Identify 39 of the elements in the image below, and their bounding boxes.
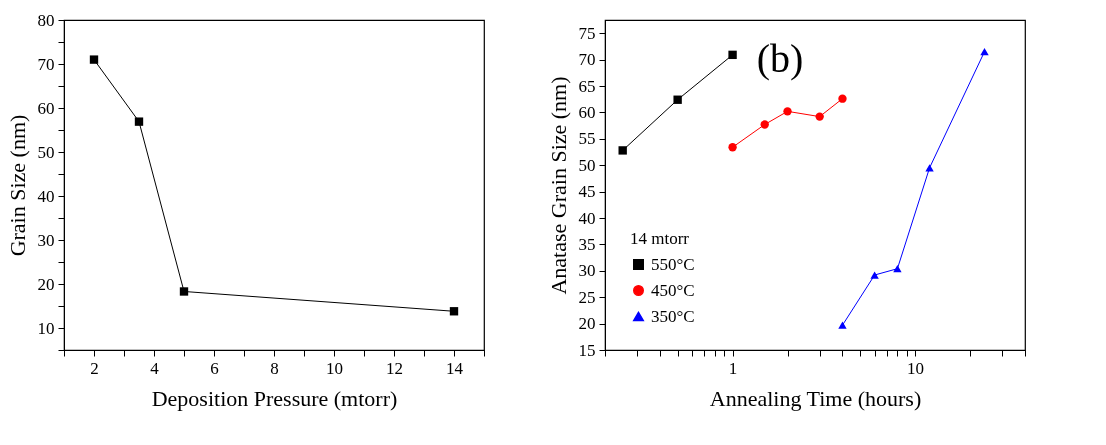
y-tick-label: 55 bbox=[578, 129, 596, 149]
annotation: (b) bbox=[756, 36, 804, 81]
y-tick-label: 60 bbox=[37, 98, 55, 118]
x-tick-label: 6 bbox=[210, 358, 219, 378]
y-tick-label: 65 bbox=[578, 76, 596, 96]
legend-label: 350°C bbox=[651, 306, 695, 326]
y-tick-label: 20 bbox=[578, 314, 596, 334]
y-tick-label: 70 bbox=[578, 50, 596, 70]
legend-title: 14 mtorr bbox=[630, 229, 690, 248]
y-axis-title: Anatase Grain Size (nm) bbox=[545, 76, 571, 295]
legend-label: 550°C bbox=[651, 254, 695, 274]
y-tick-label: 75 bbox=[578, 23, 596, 43]
y-tick-label: 40 bbox=[578, 208, 596, 228]
x-tick-label: 1 bbox=[728, 358, 738, 378]
y-tick-label: 40 bbox=[37, 186, 55, 206]
y-tick-label: 10 bbox=[37, 318, 55, 338]
y-tick-label: 15 bbox=[578, 340, 596, 360]
y-axis-title: Grain Size (nm) bbox=[4, 114, 30, 257]
y-tick-label: 25 bbox=[578, 287, 596, 307]
y-tick-label: 30 bbox=[578, 261, 596, 281]
y-tick-label: 45 bbox=[578, 182, 596, 202]
y-tick-label: 35 bbox=[578, 234, 596, 254]
x-axis-title: Annealing Time (hours) bbox=[709, 385, 922, 411]
x-tick-label: 4 bbox=[150, 358, 160, 378]
y-tick-label: 20 bbox=[37, 274, 55, 294]
x-tick-label: 10 bbox=[907, 358, 925, 378]
x-tick-label: 2 bbox=[90, 358, 99, 378]
y-tick-label: 50 bbox=[37, 142, 55, 162]
y-tick-label: 60 bbox=[578, 102, 596, 122]
legend-label: 450°C bbox=[651, 280, 695, 300]
x-tick-label: 12 bbox=[386, 358, 403, 378]
x-tick-label: 14 bbox=[446, 358, 464, 378]
y-tick-label: 50 bbox=[578, 155, 596, 175]
y-tick-label: 80 bbox=[37, 10, 55, 30]
y-tick-label: 30 bbox=[37, 230, 55, 250]
x-tick-label: 10 bbox=[326, 358, 343, 378]
x-axis-title: Deposition Pressure (mtorr) bbox=[151, 385, 398, 411]
x-tick-label: 8 bbox=[270, 358, 279, 378]
y-tick-label: 70 bbox=[37, 54, 55, 74]
